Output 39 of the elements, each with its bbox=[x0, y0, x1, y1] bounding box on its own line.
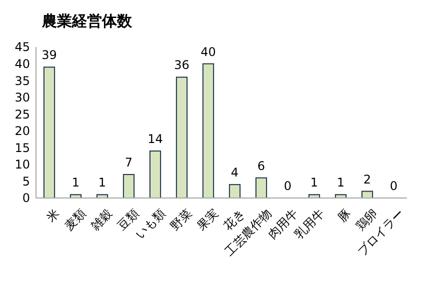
y-tick-label: 45 bbox=[14, 40, 30, 54]
x-tick-label: 野菜 bbox=[168, 206, 195, 234]
data-label: 40 bbox=[200, 44, 216, 59]
bar bbox=[255, 177, 268, 198]
data-label: 39 bbox=[42, 48, 57, 62]
data-label: 2 bbox=[363, 172, 372, 186]
y-tick-label: 15 bbox=[14, 140, 30, 155]
data-label: 4 bbox=[230, 166, 239, 180]
data-label: 1 bbox=[72, 176, 80, 190]
data-label: 0 bbox=[390, 179, 398, 193]
y-tick-label: 10 bbox=[14, 158, 30, 172]
data-label: 1 bbox=[98, 176, 106, 190]
data-label: 6 bbox=[257, 158, 266, 173]
x-tick-label: 麦類 bbox=[62, 206, 89, 234]
data-label: 0 bbox=[284, 179, 292, 193]
y-tick-label: 35 bbox=[14, 74, 30, 88]
bar bbox=[176, 76, 188, 198]
y-tick-label: 20 bbox=[14, 124, 30, 138]
data-label: 1 bbox=[310, 176, 318, 190]
bar bbox=[122, 174, 135, 198]
x-tick-label: 果実 bbox=[194, 206, 222, 234]
x-tick-label: 豆類 bbox=[114, 206, 142, 234]
bar bbox=[149, 150, 162, 198]
bar bbox=[43, 66, 56, 198]
y-tick-label: 5 bbox=[22, 174, 30, 188]
y-tick-label: 40 bbox=[14, 56, 30, 71]
x-tick-label: 豚 bbox=[335, 206, 354, 225]
data-label: 1 bbox=[336, 176, 345, 190]
chart-title: 農業経営体数 bbox=[41, 12, 133, 30]
y-tick-label: 25 bbox=[14, 107, 30, 122]
bar bbox=[202, 63, 214, 198]
data-label: 14 bbox=[148, 132, 163, 146]
x-tick-label: 米 bbox=[44, 206, 62, 225]
data-label: 36 bbox=[174, 58, 190, 72]
y-tick-label: 0 bbox=[22, 191, 30, 206]
bar bbox=[228, 184, 241, 198]
x-tick-label: 雑穀 bbox=[88, 206, 116, 234]
y-tick-label: 30 bbox=[14, 90, 30, 105]
data-label: 7 bbox=[124, 156, 133, 170]
